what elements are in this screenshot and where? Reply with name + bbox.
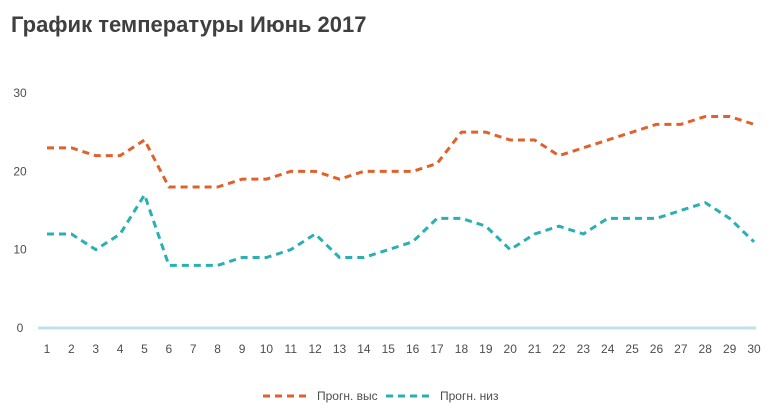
y-tick-label: 20	[13, 164, 27, 178]
x-tick-label: 17	[430, 342, 444, 356]
x-tick-label: 28	[699, 342, 713, 356]
y-tick-label: 10	[13, 243, 27, 257]
y-tick-label: 0	[17, 321, 24, 335]
x-tick-label: 23	[577, 342, 591, 356]
x-tick-label: 1	[44, 342, 51, 356]
x-tick-label: 14	[357, 342, 371, 356]
x-tick-label: 8	[214, 342, 221, 356]
x-tick-label: 27	[674, 342, 688, 356]
x-tick-label: 6	[166, 342, 173, 356]
y-tick-label: 30	[13, 86, 27, 100]
x-tick-label: 21	[528, 342, 542, 356]
x-tick-label: 11	[285, 342, 298, 356]
x-tick-label: 22	[552, 342, 566, 356]
x-tick-label: 15	[382, 342, 396, 356]
x-tick-label: 24	[601, 342, 615, 356]
x-tick-label: 16	[406, 342, 420, 356]
series-line-high	[47, 115, 755, 189]
x-tick-label: 7	[190, 342, 197, 356]
x-tick-label: 9	[239, 342, 246, 356]
legend-label: Прогн. низ	[440, 389, 499, 403]
x-tick-label: 30	[747, 342, 761, 356]
x-tick-label: 20	[504, 342, 518, 356]
x-tick-label: 29	[723, 342, 737, 356]
x-tick-label: 4	[117, 342, 124, 356]
x-tick-label: 3	[92, 342, 99, 356]
chart-title: График температуры Июнь 2017	[11, 12, 367, 37]
x-tick-label: 26	[650, 342, 664, 356]
x-tick-label: 2	[68, 342, 75, 356]
x-tick-label: 10	[260, 342, 274, 356]
x-tick-label: 18	[455, 342, 469, 356]
x-tick-label: 12	[308, 342, 322, 356]
legend-label: Прогн. выс	[317, 389, 378, 403]
x-tick-label: 13	[333, 342, 347, 356]
x-tick-label: 19	[479, 342, 493, 356]
x-tick-label: 5	[141, 342, 148, 356]
series-line-low	[47, 193, 756, 267]
x-tick-label: 25	[625, 342, 639, 356]
